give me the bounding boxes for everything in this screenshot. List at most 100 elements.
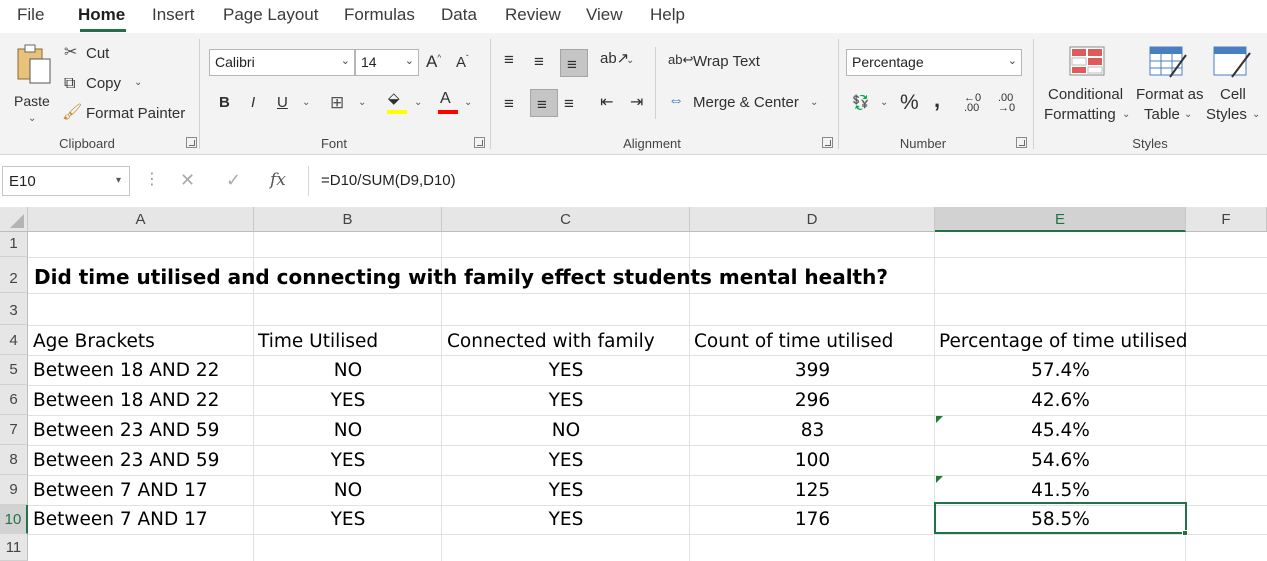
table-cell[interactable]: Between 23 AND 59 — [33, 450, 220, 471]
percent-style-button[interactable]: % — [900, 91, 919, 114]
table-cell[interactable]: 41.5% — [1031, 480, 1090, 501]
table-cell[interactable]: Between 7 AND 17 — [33, 480, 208, 501]
column-header-b[interactable]: B — [254, 207, 442, 232]
conditional-formatting-button[interactable]: Conditional Formatting ⌄ — [1042, 43, 1132, 125]
row-header-4[interactable]: 4 — [0, 325, 28, 355]
row-header-6[interactable]: 6 — [0, 385, 28, 415]
table-cell[interactable]: 100 — [794, 450, 831, 471]
table-cell[interactable]: NO — [551, 420, 581, 441]
align-left-icon[interactable]: ≡ — [504, 94, 514, 113]
copy-dropdown-icon[interactable]: ⌄ — [134, 77, 143, 88]
table-cell[interactable]: 399 — [794, 360, 831, 381]
increase-font-size-icon[interactable]: A^ — [426, 52, 442, 71]
header-cell-time-utilised[interactable]: Time Utilised — [258, 331, 379, 352]
tab-view[interactable]: View — [586, 5, 623, 24]
align-center-button[interactable]: ≡ — [530, 89, 558, 117]
table-cell[interactable]: YES — [548, 480, 584, 501]
table-cell[interactable]: Between 18 AND 22 — [33, 360, 220, 381]
font-launcher-icon[interactable] — [474, 137, 485, 148]
row-header-7[interactable]: 7 — [0, 415, 28, 445]
tab-insert[interactable]: Insert — [152, 5, 195, 24]
paste-button[interactable]: Paste ⌄ — [10, 41, 56, 125]
column-header-f[interactable]: F — [1186, 207, 1267, 232]
table-cell[interactable]: YES — [548, 360, 584, 381]
table-cell[interactable]: NO — [333, 480, 363, 501]
decrease-decimal-icon[interactable]: .00 →0 — [998, 92, 1016, 114]
row-header-5[interactable]: 5 — [0, 355, 28, 385]
table-cell[interactable]: 54.6% — [1031, 450, 1090, 471]
align-right-icon[interactable]: ≡ — [564, 94, 574, 113]
increase-decimal-icon[interactable]: ←0.00 — [964, 92, 982, 114]
tab-review[interactable]: Review — [505, 5, 561, 24]
accounting-format-icon[interactable]: 💱 — [852, 94, 870, 110]
bold-button[interactable]: B — [219, 94, 230, 111]
cut-button[interactable]: ✂ Cut — [62, 43, 142, 65]
row-header-1[interactable]: 1 — [0, 232, 28, 257]
table-cell[interactable]: YES — [548, 390, 584, 411]
tab-home[interactable]: Home — [78, 5, 126, 24]
row-header-8[interactable]: 8 — [0, 445, 28, 475]
table-cell[interactable]: YES — [330, 390, 366, 411]
tab-help[interactable]: Help — [650, 5, 685, 24]
table-cell[interactable]: 57.4% — [1031, 360, 1090, 381]
align-bottom-button[interactable]: ≡ — [560, 49, 588, 77]
decrease-font-size-icon[interactable]: Aˇ — [456, 54, 469, 71]
align-top-icon[interactable]: ≡ — [504, 50, 514, 69]
row-header-3[interactable]: 3 — [0, 293, 28, 325]
accounting-dropdown-icon[interactable]: ⌄ — [880, 97, 889, 108]
table-cell[interactable]: Between 7 AND 17 — [33, 509, 208, 530]
underline-button[interactable]: U — [277, 94, 288, 111]
fill-color-dropdown-icon[interactable]: ⌄ — [414, 97, 423, 108]
table-cell[interactable]: YES — [548, 509, 584, 530]
alignment-launcher-icon[interactable] — [822, 137, 833, 148]
wrap-text-button[interactable]: ab↩ Wrap Text — [668, 51, 778, 75]
merge-center-button[interactable]: ⇔ Merge & Center ⌄ — [668, 91, 828, 115]
comma-style-button[interactable]: , — [934, 87, 941, 112]
orientation-icon[interactable]: ab↗ — [600, 50, 630, 67]
borders-dropdown-icon[interactable]: ⌄ — [358, 97, 367, 108]
fill-color-button[interactable]: ⬙ — [385, 91, 409, 115]
tab-file[interactable]: File — [17, 5, 45, 24]
column-header-c[interactable]: C — [442, 207, 690, 232]
format-painter-button[interactable]: 🖌 Format Painter — [62, 103, 192, 125]
more-options-icon[interactable]: ⋮ — [144, 171, 160, 188]
column-header-d[interactable]: D — [690, 207, 935, 232]
format-as-table-button[interactable]: Format as Table ⌄ — [1134, 43, 1204, 125]
formula-input[interactable]: =D10/SUM(D9,D10) — [308, 166, 1265, 196]
row-header-9[interactable]: 9 — [0, 475, 28, 505]
tab-page-layout[interactable]: Page Layout — [223, 5, 319, 24]
number-launcher-icon[interactable] — [1016, 137, 1027, 148]
fill-handle[interactable] — [1182, 530, 1188, 536]
table-cell[interactable]: 176 — [794, 509, 831, 530]
tab-data[interactable]: Data — [441, 5, 477, 24]
paste-dropdown-icon[interactable]: ⌄ — [28, 113, 37, 124]
select-all-button[interactable] — [0, 207, 28, 232]
number-format-select[interactable]: Percentage ⌄ — [846, 49, 1022, 76]
italic-button[interactable]: I — [251, 94, 256, 111]
table-cell[interactable]: 296 — [794, 390, 831, 411]
header-cell-count[interactable]: Count of time utilised — [694, 331, 894, 352]
table-cell[interactable]: 125 — [794, 480, 831, 501]
row-header-2[interactable]: 2 — [0, 257, 28, 293]
row-header-10[interactable]: 10 — [0, 505, 28, 534]
header-cell-percentage[interactable]: Percentage of time utilised — [939, 331, 1188, 352]
tab-formulas[interactable]: Formulas — [344, 5, 415, 24]
table-cell[interactable]: NO — [333, 360, 363, 381]
table-cell[interactable]: 42.6% — [1031, 390, 1090, 411]
decrease-indent-icon[interactable]: ⇤ — [600, 94, 614, 111]
enter-icon[interactable]: ✓ — [226, 170, 242, 190]
table-cell[interactable]: 58.5% — [1031, 509, 1090, 530]
underline-dropdown-icon[interactable]: ⌄ — [302, 97, 311, 108]
font-name-select[interactable]: Calibri ⌄ — [209, 49, 355, 76]
table-cell[interactable]: YES — [330, 509, 366, 530]
insert-function-button[interactable]: fx — [270, 170, 286, 190]
table-cell[interactable]: 45.4% — [1031, 420, 1090, 441]
sheet-title-cell[interactable]: Did time utilised and connecting with fa… — [34, 265, 888, 289]
name-box[interactable]: E10 ▾ — [2, 166, 130, 196]
increase-indent-icon[interactable]: ⇥ — [630, 94, 644, 111]
table-cell[interactable]: Between 18 AND 22 — [33, 390, 220, 411]
column-header-e[interactable]: E — [935, 207, 1186, 232]
table-cell[interactable]: Between 23 AND 59 — [33, 420, 220, 441]
error-indicator-icon[interactable] — [936, 476, 943, 483]
table-cell[interactable]: YES — [548, 450, 584, 471]
